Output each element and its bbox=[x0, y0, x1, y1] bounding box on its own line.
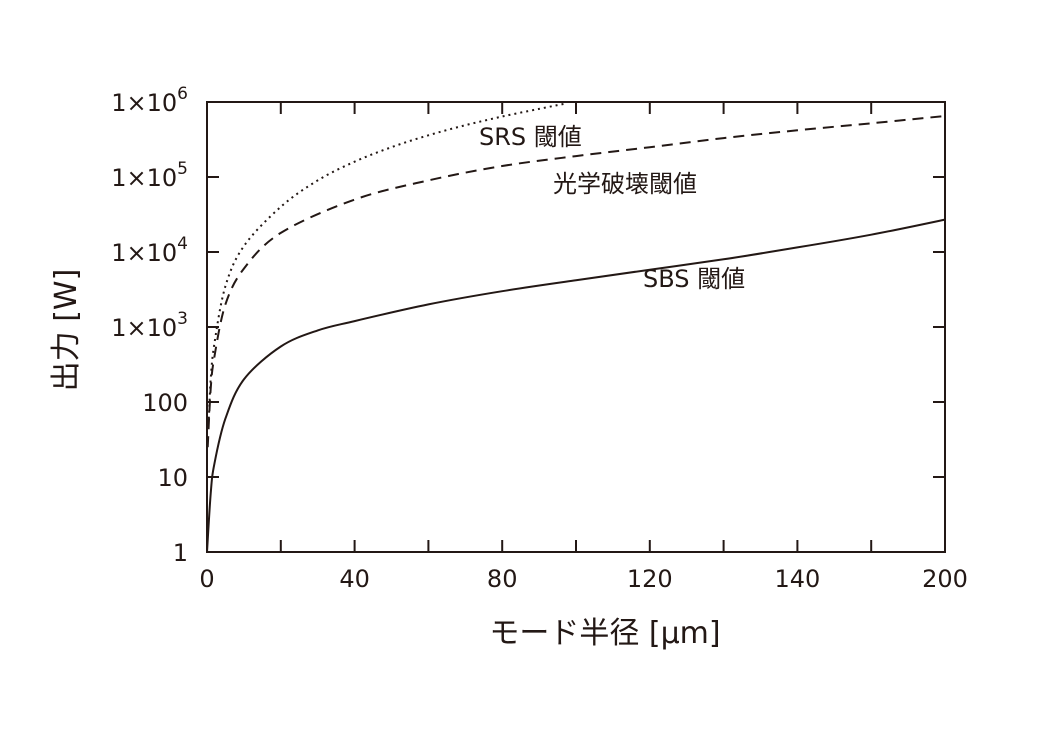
series-line-dotted bbox=[207, 102, 566, 419]
x-tick-label: 0 bbox=[199, 565, 214, 593]
y-tick-label: 1×104 bbox=[111, 234, 188, 267]
series-label-sbs: SBS 閾値 bbox=[643, 265, 745, 293]
y-tick-label: 10 bbox=[157, 464, 188, 492]
x-tick-label: 120 bbox=[627, 565, 673, 593]
x-tick-label: 40 bbox=[339, 565, 370, 593]
x-tick-labels: 0 40 80 120 140 200 bbox=[199, 565, 968, 593]
x-tick-label: 80 bbox=[487, 565, 518, 593]
series-label-optical-damage: 光学破壊閾値 bbox=[553, 170, 697, 198]
series-group bbox=[206, 102, 946, 553]
y-tick-label: 100 bbox=[142, 389, 188, 417]
y-tick-label: 1×106 bbox=[111, 84, 188, 117]
y-tick-label: 1×105 bbox=[111, 159, 188, 192]
x-tick-label: 200 bbox=[922, 565, 968, 593]
y-axis-label: 出力 [W] bbox=[49, 269, 84, 392]
series-label-srs: SRS 閾値 bbox=[479, 123, 582, 151]
x-ticks bbox=[206, 102, 946, 552]
series-line-solid bbox=[206, 218, 946, 553]
series-line-dashed bbox=[206, 115, 946, 448]
x-axis-label: モード半径 [μm] bbox=[489, 616, 720, 651]
y-tick-label: 1 bbox=[173, 539, 188, 567]
y-tick-label: 1×103 bbox=[111, 309, 188, 342]
x-tick-label: 140 bbox=[774, 565, 820, 593]
y-tick-labels: 1×106 1×105 1×104 1×103 100 10 1 bbox=[111, 84, 188, 567]
